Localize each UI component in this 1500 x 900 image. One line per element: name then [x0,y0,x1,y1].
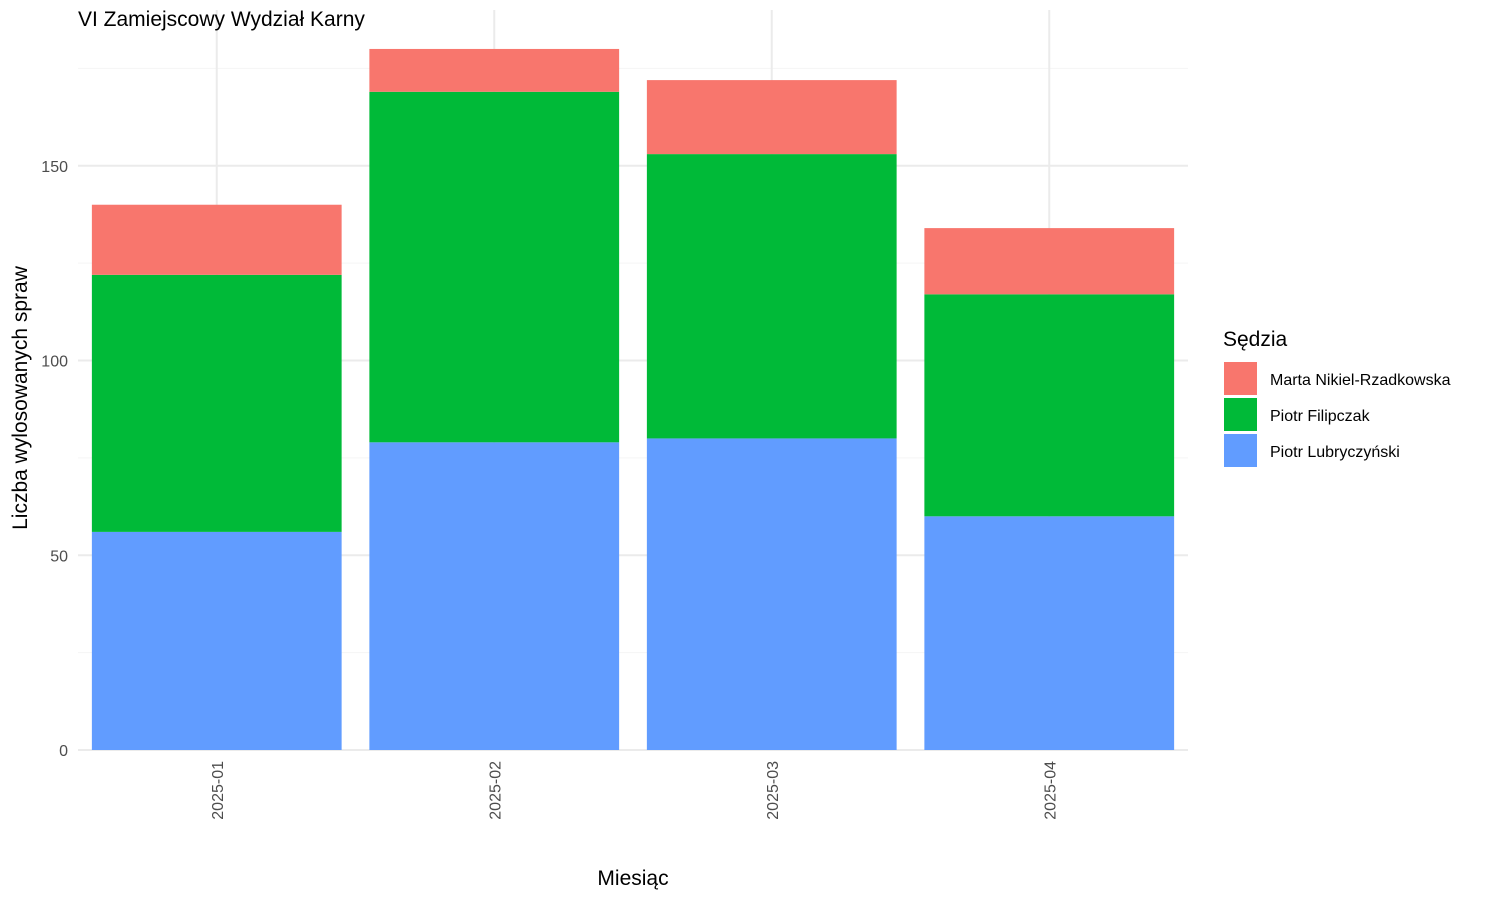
y-axis-title: Liczba wylosowanych spraw [9,265,32,530]
bar-2025-03-piotr-filipczak [646,154,897,439]
axes: 0 50 100 150 2025-01 2025-02 2025-03 2025-04 [41,159,1059,820]
bar-2025-03-piotr-lubryczynski [646,438,897,750]
chart-title: VI Zamiejscowy Wydział Karny [78,8,365,31]
bar-2025-01-piotr-lubryczynski [91,531,342,750]
legend-label: Marta Nikiel-Rzadkowska [1270,372,1451,389]
x-tick-label: 2025-04 [1042,761,1059,820]
bar-2025-04-marta-nikiel-rzadkowska [924,228,1175,295]
y-tick-label: 100 [41,354,68,371]
bar-2025-01-marta-nikiel-rzadkowska [91,204,342,275]
legend-swatch [1224,434,1257,467]
legend: Sędzia Marta Nikiel-Rzadkowska Piotr Fili… [1223,328,1451,467]
bar-2025-04-piotr-lubryczynski [924,516,1175,750]
legend-swatch [1224,362,1257,395]
bar-2025-02-piotr-lubryczynski [369,442,620,750]
bar-2025-02-piotr-filipczak [369,91,620,443]
x-tick-label: 2025-01 [210,761,227,820]
y-tick-label: 50 [50,548,68,565]
bar-2025-01-piotr-filipczak [91,274,342,532]
legend-swatch [1224,398,1257,431]
legend-label: Piotr Filipczak [1270,408,1371,425]
x-tick-label: 2025-03 [765,761,782,820]
legend-label: Piotr Lubryczyński [1270,444,1400,461]
bar-2025-04-piotr-filipczak [924,294,1175,517]
legend-title: Sędzia [1223,328,1288,351]
x-tick-label: 2025-02 [487,761,504,820]
y-tick-label: 0 [59,743,68,760]
y-tick-label: 150 [41,159,68,176]
bar-2025-03-marta-nikiel-rzadkowska [646,80,897,155]
x-axis-title: Miesiąc [597,867,668,890]
bar-2025-02-marta-nikiel-rzadkowska [369,48,620,92]
bars [91,48,1175,750]
